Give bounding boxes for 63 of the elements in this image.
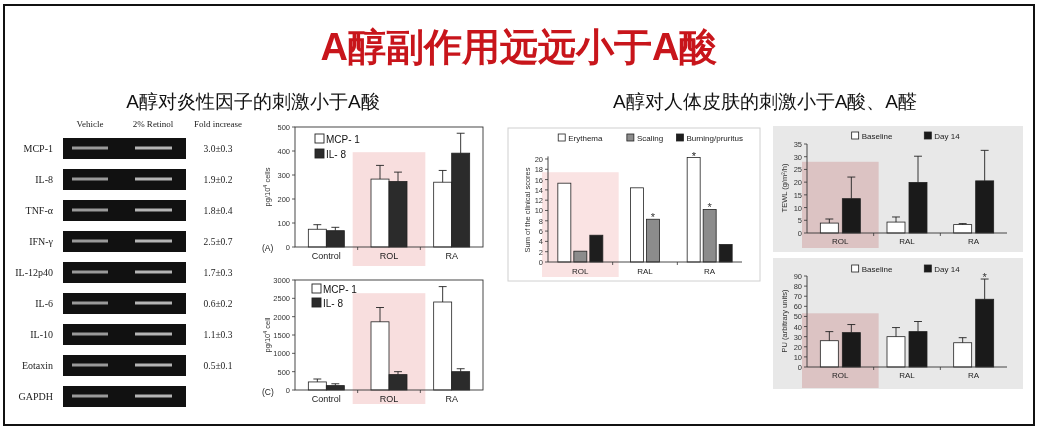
text: (C) bbox=[262, 387, 274, 397]
legend-label: Baseline bbox=[861, 265, 893, 274]
legend-label: IL- 8 bbox=[326, 148, 347, 160]
x-tick-label: RAL bbox=[899, 237, 916, 246]
bar bbox=[718, 244, 733, 263]
x-tick-label: RAL bbox=[899, 371, 916, 380]
text: 2.5±0.7 bbox=[203, 236, 233, 247]
x-tick-label: ROL bbox=[572, 267, 590, 276]
category-label: IL-12p40 bbox=[15, 266, 53, 278]
x-tick-label: RA bbox=[445, 394, 458, 404]
legend-label: Scaling bbox=[636, 134, 664, 143]
category-label: 2% Retinol bbox=[132, 119, 174, 129]
text: A醇对人体皮肤的刺激小于A酸、A醛 bbox=[612, 91, 918, 112]
category-label: MCP-1 bbox=[23, 142, 53, 154]
x-tick-label: Control bbox=[311, 394, 341, 404]
text: 3.0±0.3 bbox=[203, 143, 233, 154]
category-label: IL-10 bbox=[30, 328, 53, 340]
category-label: TNF-α bbox=[25, 204, 53, 216]
text: (A) bbox=[262, 243, 274, 253]
legend-label: Erythema bbox=[568, 134, 603, 143]
category-label: Eotaxin bbox=[21, 359, 53, 371]
bar bbox=[819, 222, 839, 234]
bar bbox=[686, 157, 701, 263]
bar bbox=[557, 182, 572, 263]
category-label: GAPDH bbox=[18, 390, 53, 402]
text: A醇对炎性因子的刺激小于A酸 bbox=[126, 91, 380, 112]
x-tick-label: RA bbox=[704, 267, 716, 276]
annotation: * bbox=[650, 211, 656, 224]
x-tick-label: Control bbox=[311, 251, 341, 261]
legend-label: Day 14 bbox=[934, 265, 961, 274]
text: 0.6±0.2 bbox=[203, 298, 233, 309]
category-label: IFN-γ bbox=[29, 235, 53, 247]
bar bbox=[886, 221, 906, 234]
category-label: Vehicle bbox=[76, 119, 104, 129]
legend-label: Baseline bbox=[861, 132, 893, 141]
category-label: IL-6 bbox=[35, 297, 53, 309]
x-tick-label: ROL bbox=[379, 394, 399, 404]
text: 0.5±0.1 bbox=[203, 360, 233, 371]
x-tick-label: RA bbox=[968, 371, 980, 380]
legend-label: Burning/pruritus bbox=[686, 134, 743, 143]
legend-label: MCP- 1 bbox=[326, 133, 361, 145]
x-tick-label: RA bbox=[968, 237, 980, 246]
category-label: Fold increase bbox=[193, 119, 243, 129]
text: A醇副作用远远小于A酸 bbox=[320, 26, 718, 68]
text: 1.7±0.3 bbox=[203, 267, 233, 278]
x-tick-label: RAL bbox=[637, 267, 654, 276]
legend-label: Day 14 bbox=[934, 132, 961, 141]
bar bbox=[953, 342, 973, 368]
category-label: IL-8 bbox=[35, 173, 53, 185]
bar bbox=[702, 209, 717, 263]
annotation: * bbox=[691, 149, 697, 162]
annotation: * bbox=[707, 201, 713, 214]
text: 1.1±0.3 bbox=[203, 329, 233, 340]
x-tick-label: RA bbox=[445, 251, 458, 261]
x-tick-label: ROL bbox=[832, 371, 850, 380]
text: 1.9±0.2 bbox=[203, 174, 233, 185]
x-tick-label: ROL bbox=[832, 237, 850, 246]
bar bbox=[589, 234, 604, 263]
x-tick-label: ROL bbox=[379, 251, 399, 261]
annotation: * bbox=[982, 271, 988, 284]
text: 1.8±0.4 bbox=[203, 205, 233, 216]
legend-label: IL- 8 bbox=[323, 297, 344, 309]
legend-label: MCP- 1 bbox=[323, 283, 358, 295]
